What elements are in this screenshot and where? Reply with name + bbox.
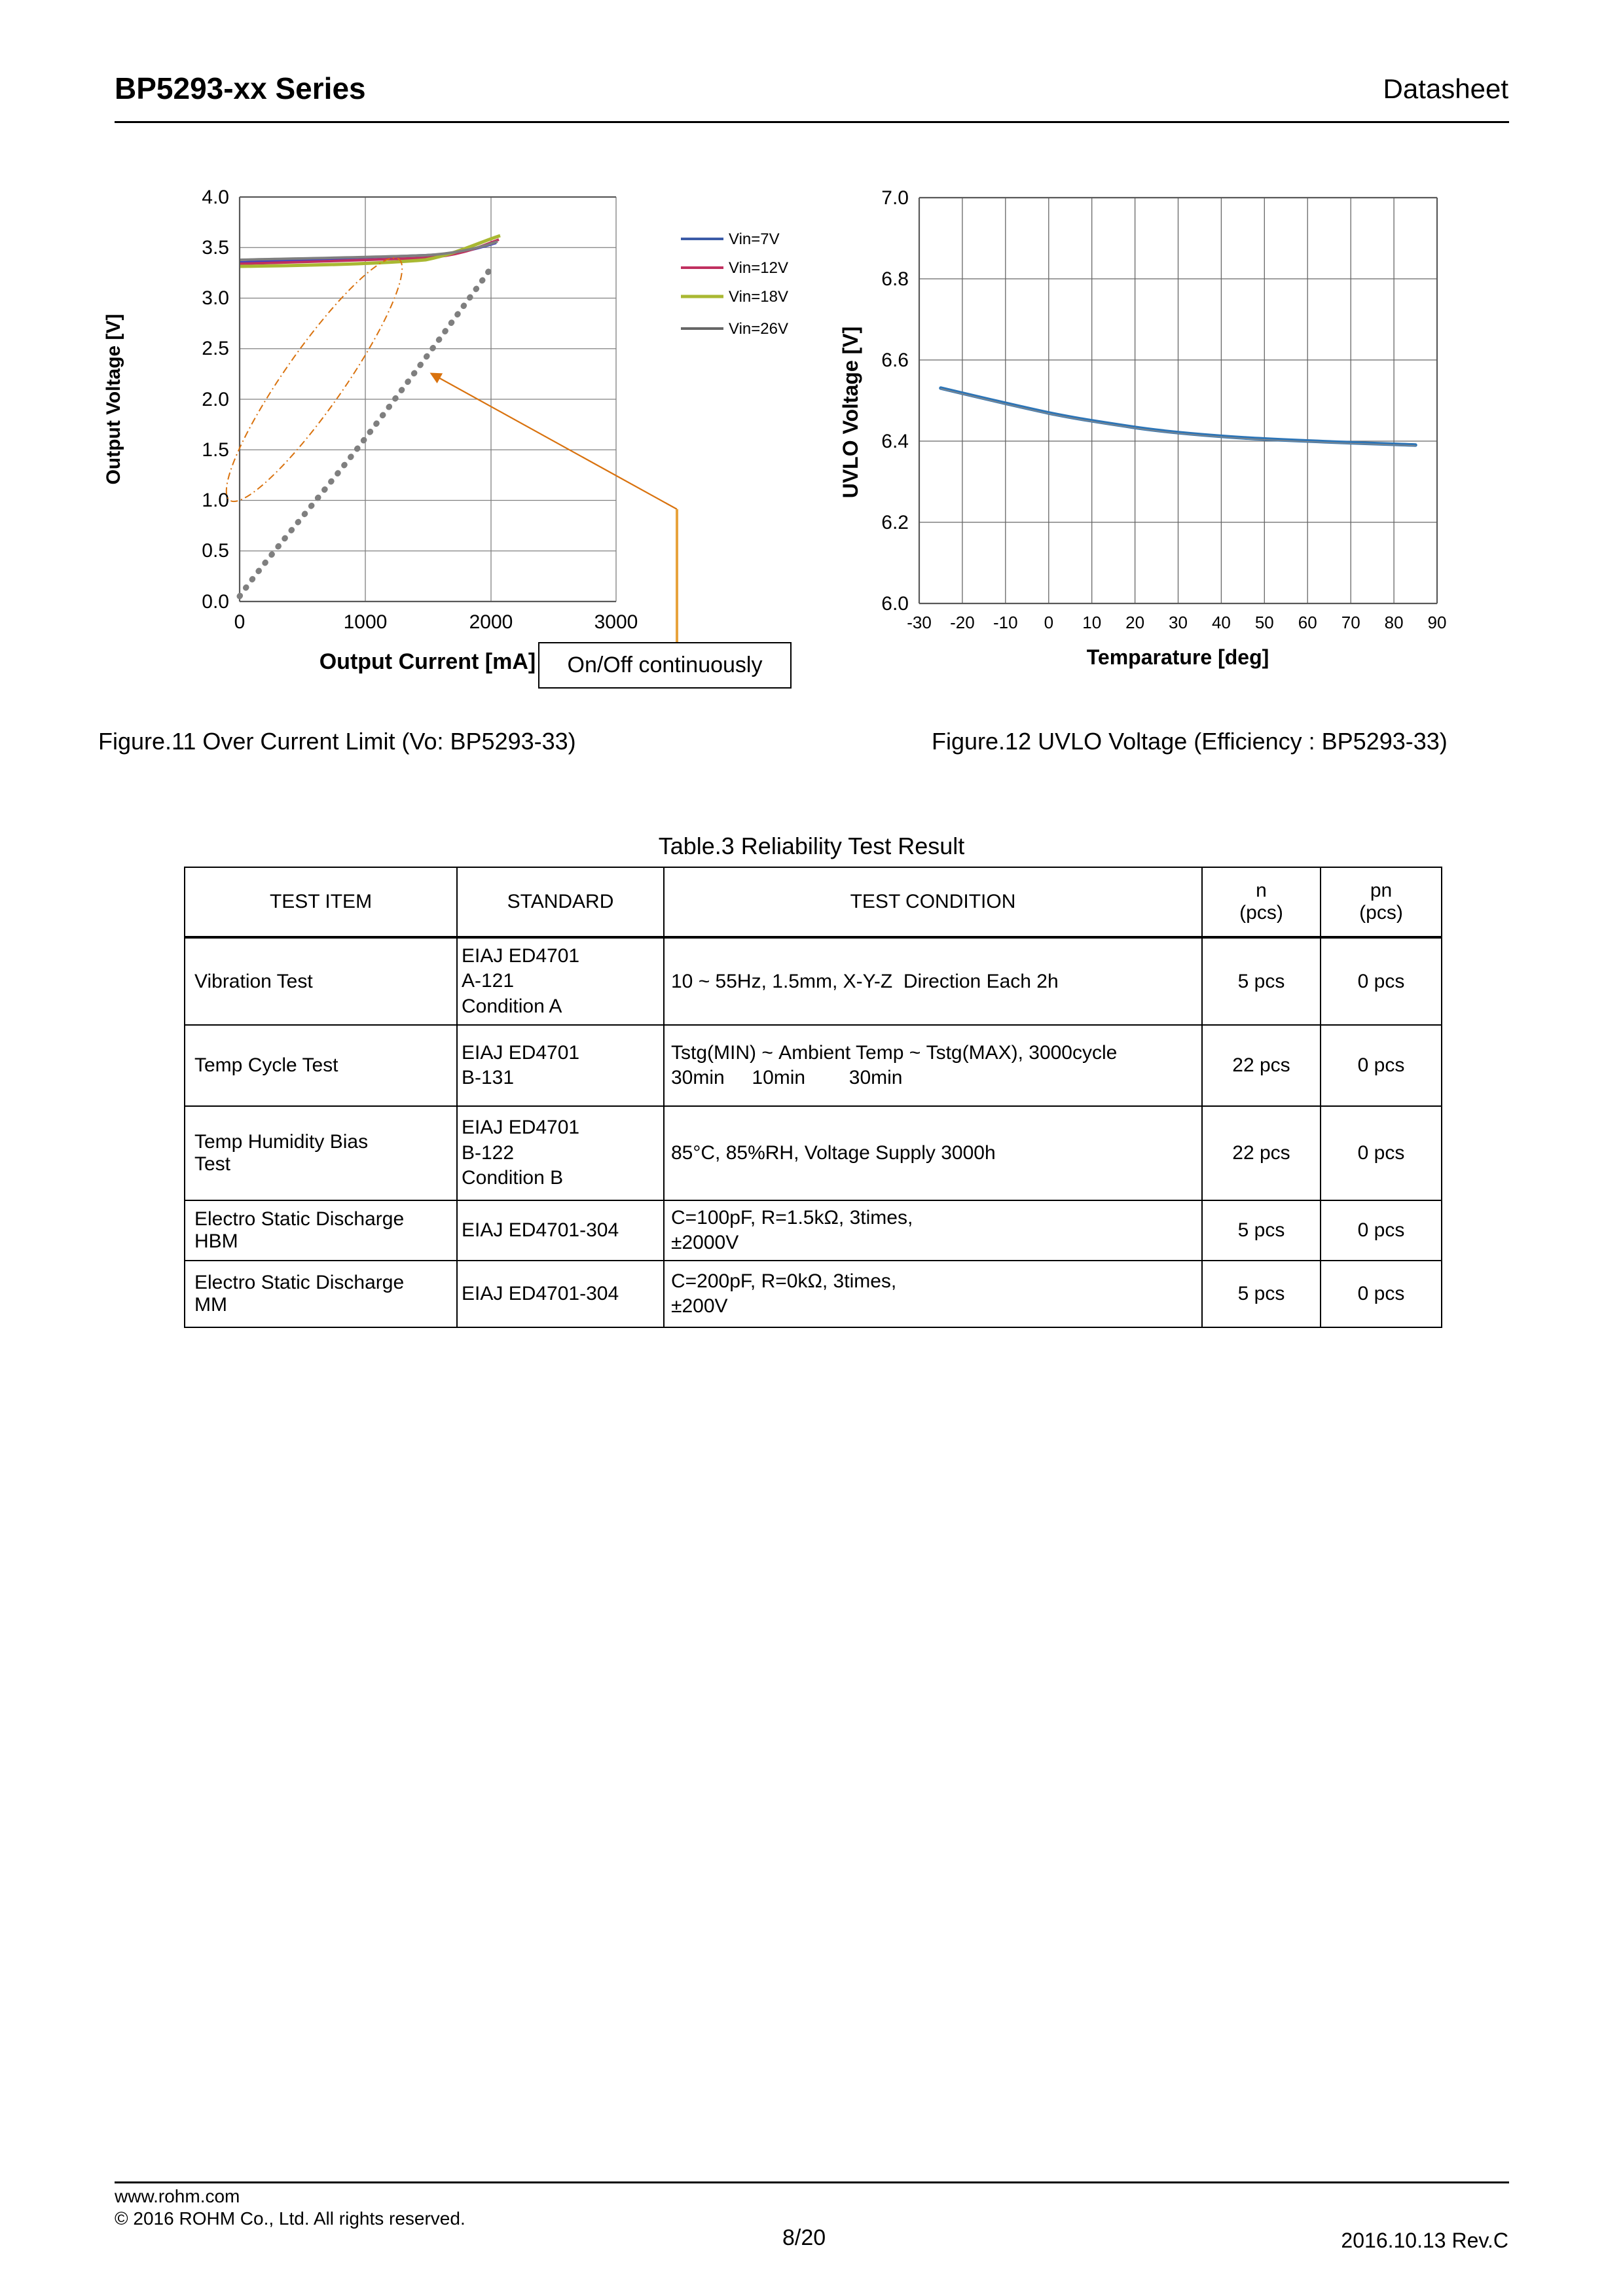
svg-text:6.4: 6.4	[881, 431, 909, 452]
svg-text:20: 20	[1125, 613, 1144, 632]
svg-text:-10: -10	[993, 613, 1018, 632]
svg-text:Output Voltage [V]: Output Voltage [V]	[103, 314, 124, 484]
svg-text:10: 10	[1082, 613, 1101, 632]
svg-text:3.0: 3.0	[202, 287, 229, 309]
svg-text:30: 30	[1169, 613, 1188, 632]
svg-text:2000: 2000	[469, 611, 513, 633]
svg-text:0: 0	[234, 611, 246, 633]
svg-text:6.8: 6.8	[881, 268, 909, 290]
svg-text:Vin=18V: Vin=18V	[729, 288, 788, 306]
svg-text:Vin=7V: Vin=7V	[729, 232, 780, 248]
svg-text:1.5: 1.5	[202, 439, 229, 461]
svg-text:80: 80	[1385, 613, 1404, 632]
svg-text:0.5: 0.5	[202, 540, 229, 562]
svg-text:0.0: 0.0	[202, 591, 229, 613]
svg-text:6.6: 6.6	[881, 350, 909, 371]
svg-text:3000: 3000	[594, 611, 638, 633]
svg-text:40: 40	[1212, 613, 1231, 632]
svg-text:UVLO Voltage [V]: UVLO Voltage [V]	[839, 327, 862, 499]
svg-text:6.0: 6.0	[881, 593, 909, 615]
svg-text:4.0: 4.0	[202, 187, 229, 208]
svg-text:-30: -30	[907, 613, 932, 632]
svg-text:50: 50	[1255, 613, 1274, 632]
svg-text:3.5: 3.5	[202, 237, 229, 259]
svg-text:90: 90	[1428, 613, 1447, 632]
svg-text:Output Current [mA]: Output Current [mA]	[319, 649, 536, 674]
svg-text:60: 60	[1298, 613, 1317, 632]
svg-text:1000: 1000	[344, 611, 388, 633]
svg-text:-20: -20	[950, 613, 975, 632]
svg-text:2.0: 2.0	[202, 389, 229, 410]
svg-text:Vin=26V: Vin=26V	[729, 320, 788, 338]
svg-text:Vin=12V: Vin=12V	[729, 259, 788, 277]
svg-text:Temparature [deg]: Temparature [deg]	[1087, 645, 1269, 669]
svg-text:70: 70	[1341, 613, 1360, 632]
svg-text:2.5: 2.5	[202, 338, 229, 359]
svg-text:1.0: 1.0	[202, 490, 229, 511]
svg-text:6.2: 6.2	[881, 512, 909, 533]
svg-text:0: 0	[1044, 613, 1053, 632]
svg-text:7.0: 7.0	[881, 187, 909, 209]
